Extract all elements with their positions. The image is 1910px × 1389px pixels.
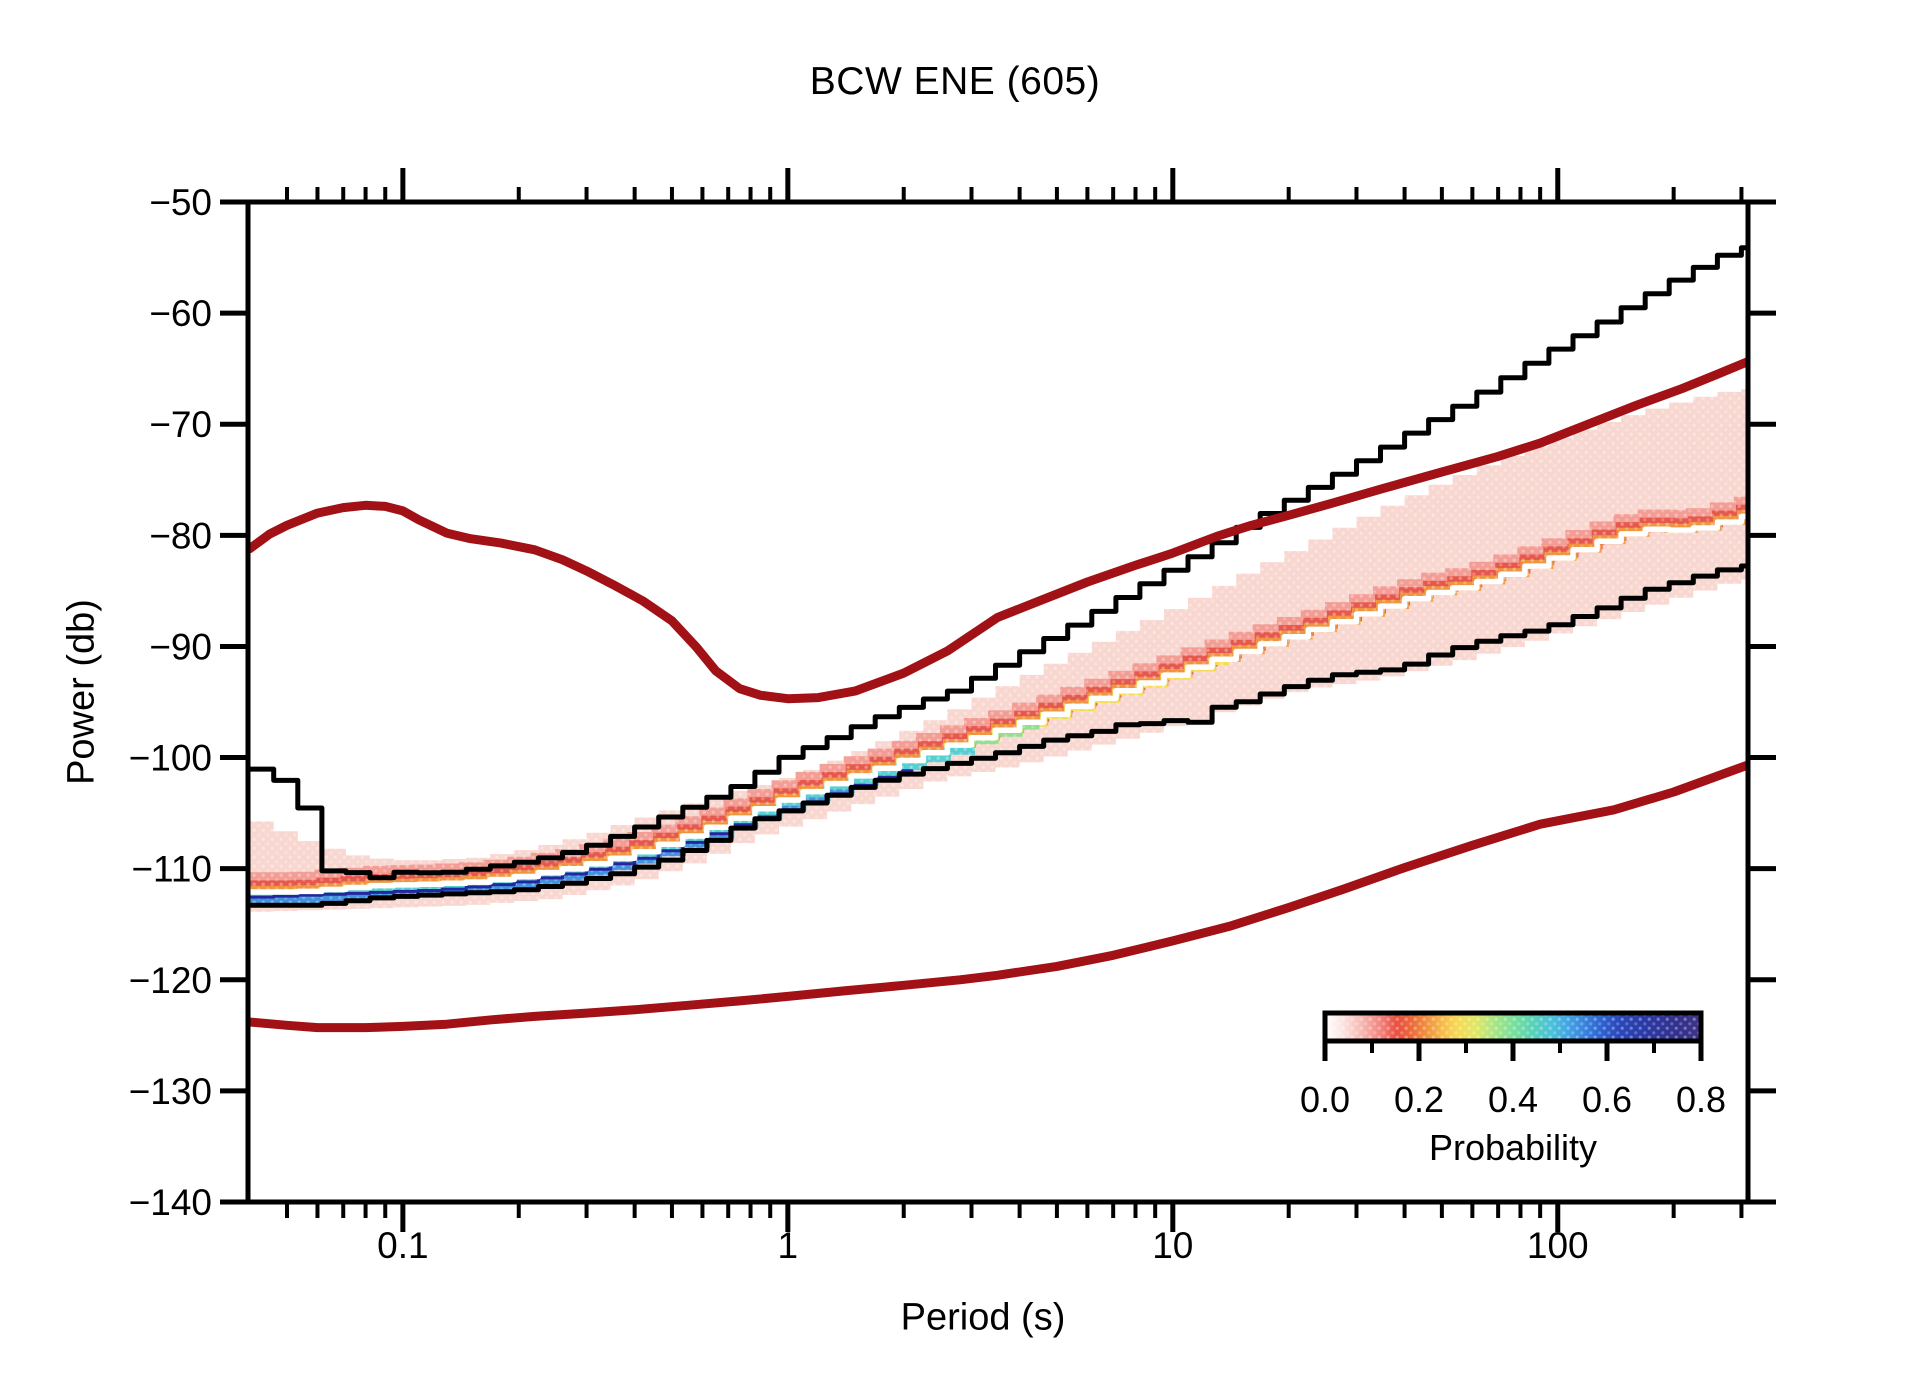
y-tick-label: −50 xyxy=(149,182,212,223)
y-tick-label: −80 xyxy=(149,515,212,556)
plot-content xyxy=(248,245,1748,1033)
band-dither-texture xyxy=(249,389,1747,912)
colorbar-tick-label: 0.2 xyxy=(1394,1079,1444,1120)
x-tick-label: 1 xyxy=(778,1225,799,1266)
series-low-noise-model xyxy=(248,760,1748,1033)
y-tick-label: −70 xyxy=(149,404,212,445)
colorbar-label: Probability xyxy=(1428,1127,1598,1168)
y-tick-label: −100 xyxy=(129,738,212,779)
plot-frame xyxy=(245,199,1751,1205)
colorbar-tick-label: 0.0 xyxy=(1300,1079,1350,1120)
x-tick-label: 0.1 xyxy=(377,1225,428,1266)
series-max-envelope xyxy=(248,245,1748,881)
colorbar-tick-label: 0.4 xyxy=(1488,1079,1538,1120)
y-tick-label: −110 xyxy=(131,849,212,890)
y-tick-label: −140 xyxy=(129,1182,212,1223)
series-min-envelope xyxy=(248,563,1748,908)
y-tick-label: −90 xyxy=(149,626,212,667)
colorbar-tick-label: 0.6 xyxy=(1582,1079,1632,1120)
y-tick-label: −120 xyxy=(129,960,212,1001)
colorbar-tick-label: 0.8 xyxy=(1676,1079,1726,1120)
series-mode-line xyxy=(248,513,1748,895)
chart-title: BCW ENE (605) xyxy=(809,60,1101,103)
colorbar-dither xyxy=(1325,1013,1701,1041)
y-tick-label: −130 xyxy=(129,1071,212,1112)
series-high-noise-model xyxy=(248,357,1748,704)
x-tick-label: 10 xyxy=(1152,1225,1193,1266)
x-tick-label: 100 xyxy=(1527,1225,1589,1266)
y-tick-label: −60 xyxy=(149,293,212,334)
x-axis-label: Period (s) xyxy=(900,1296,1066,1339)
